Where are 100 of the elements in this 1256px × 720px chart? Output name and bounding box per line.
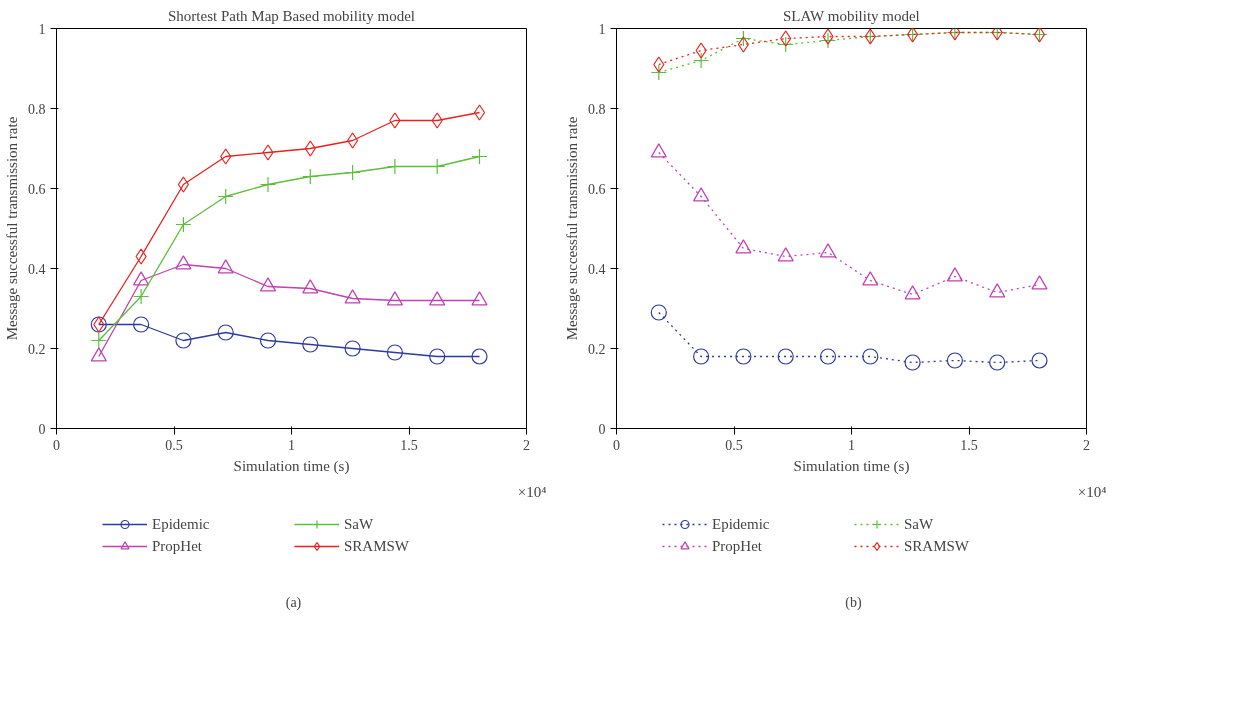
x-tick-label: 2 [523, 437, 530, 453]
point [133, 271, 150, 286]
point [695, 42, 707, 59]
point [217, 188, 234, 205]
y-tick-label: 0.2 [588, 341, 606, 357]
point [650, 304, 667, 321]
point [344, 164, 361, 181]
legend-label: Epidemic [152, 515, 211, 533]
point [431, 112, 443, 129]
point [133, 288, 150, 305]
legend-label: SaW [904, 515, 935, 533]
point [693, 348, 710, 365]
point [1031, 352, 1048, 369]
x-tick-label: 0.5 [165, 437, 183, 453]
x-tick-label: 1.5 [400, 437, 418, 453]
y-axis-title: Message successful transmission rate [4, 116, 20, 341]
point [693, 187, 710, 202]
point [737, 36, 749, 53]
point [693, 52, 710, 69]
point [822, 28, 834, 45]
legend-label: SaW [344, 515, 375, 533]
point [220, 148, 232, 165]
point [471, 291, 488, 306]
point [302, 336, 319, 353]
point [989, 283, 1006, 298]
point [259, 176, 277, 193]
y-tick-label: 0.2 [28, 341, 46, 357]
point [175, 332, 192, 349]
point [471, 148, 488, 165]
point [653, 56, 665, 73]
point [386, 291, 403, 306]
point [777, 247, 794, 262]
point [259, 277, 277, 292]
legend-label: SRAMSW [904, 537, 971, 555]
point [302, 279, 319, 294]
legend-label: SRAMSW [344, 537, 411, 555]
x-tick-label: 1 [848, 437, 855, 453]
x-tick-label: 0.5 [725, 437, 743, 453]
point [473, 104, 486, 121]
x-tick-label: 1 [288, 437, 295, 453]
point [133, 316, 150, 333]
y-tick-label: 0.6 [28, 181, 46, 197]
point [946, 267, 963, 282]
point [780, 30, 792, 47]
point [386, 344, 403, 361]
point [90, 347, 107, 362]
y-tick-label: 0.6 [588, 181, 606, 197]
legend-label: PropHet [152, 537, 203, 555]
point [862, 348, 879, 365]
point [389, 112, 401, 129]
point [777, 348, 794, 365]
x-tick-label: 0 [613, 437, 620, 453]
point [819, 32, 837, 49]
y-tick-label: 0 [38, 421, 46, 437]
point [650, 64, 667, 81]
point [471, 348, 488, 365]
point [347, 132, 359, 149]
point [946, 352, 963, 369]
y-tick-label: 0.4 [28, 261, 46, 277]
point [819, 243, 837, 258]
y-tick-label: 0.8 [588, 101, 606, 117]
point [819, 348, 837, 365]
legend-label: PropHet [712, 537, 763, 555]
y-tick-label: 0 [598, 421, 606, 437]
y-tick-label: 1 [38, 21, 46, 37]
chart-title: Shortest Path Map Based mobility model [167, 7, 416, 24]
text: ×10⁴ [517, 483, 547, 500]
point [1031, 275, 1048, 290]
point [735, 348, 752, 365]
point [429, 291, 446, 306]
point [177, 176, 189, 193]
legend-label: Epidemic [712, 515, 771, 533]
x-tick-label: 2 [1083, 437, 1090, 453]
x-tick-label: 1.5 [960, 437, 978, 453]
point [735, 30, 752, 47]
x-axis-title: Simulation time (s) [793, 457, 910, 475]
y-tick-label: 1 [598, 21, 606, 37]
text: (b) [845, 594, 862, 611]
point [777, 36, 794, 53]
point [344, 340, 361, 357]
y-tick-label: 0.4 [588, 261, 606, 277]
point [304, 140, 316, 157]
point [735, 239, 752, 254]
point [344, 289, 361, 304]
point [650, 143, 667, 158]
point [175, 255, 192, 270]
point [135, 248, 147, 265]
point [989, 354, 1006, 371]
x-axis-title: Simulation time (s) [233, 457, 350, 475]
point [904, 354, 921, 371]
point [90, 332, 107, 349]
text: (a) [285, 594, 302, 611]
point [259, 332, 277, 349]
point [217, 259, 234, 274]
point [217, 324, 234, 341]
chart-title: SLAW mobility model [782, 7, 920, 24]
point [429, 348, 446, 365]
point [262, 144, 274, 161]
y-tick-label: 0.8 [28, 101, 46, 117]
point [904, 285, 921, 300]
